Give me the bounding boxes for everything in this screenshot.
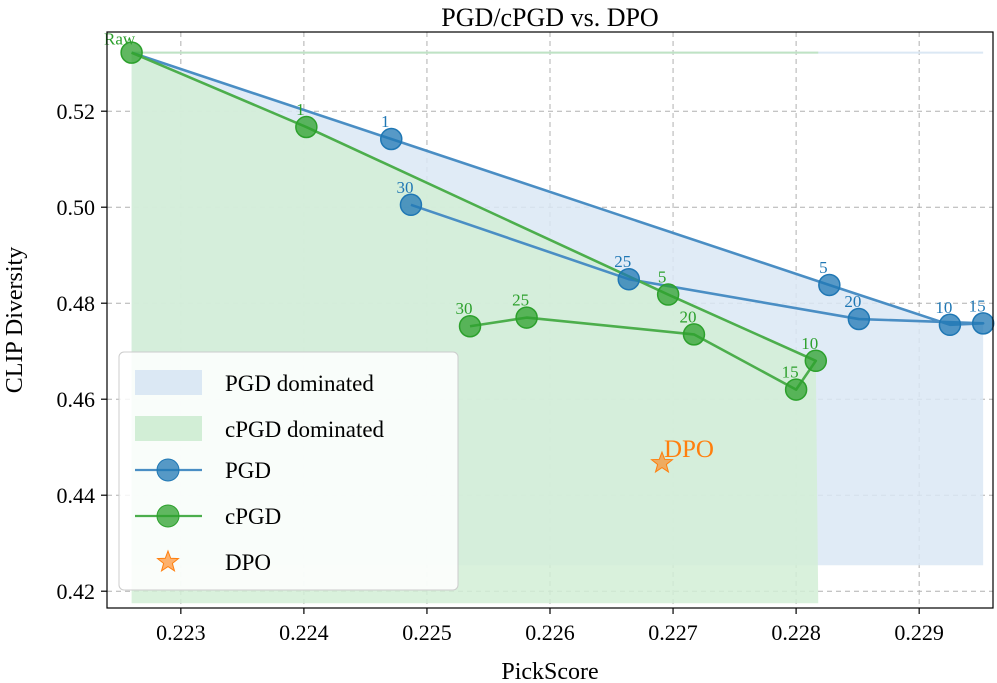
x-tick-label: 0.223	[156, 620, 206, 645]
legend-label-cpgd-dominated: cPGD dominated	[225, 417, 385, 442]
cpgd-marker	[120, 41, 143, 64]
series-markers	[120, 41, 995, 474]
legend-marker-pgd	[156, 458, 180, 482]
pgd-point-label: 1	[381, 112, 390, 131]
y-tick-label: 0.46	[57, 387, 96, 412]
legend-label-pgd: PGD	[225, 458, 271, 483]
legend-label-pgd-dominated: PGD dominated	[225, 371, 374, 396]
raw-point-label: Raw	[104, 30, 136, 49]
cpgd-marker	[784, 378, 808, 401]
x-axis-label: PickScore	[501, 659, 598, 683]
x-tick-label: 0.224	[279, 620, 329, 645]
cpgd-marker	[458, 314, 482, 338]
cpgd-point-label: 25	[512, 291, 529, 310]
y-tick-label: 0.52	[57, 99, 96, 124]
pgd-marker	[617, 267, 641, 291]
legend-marker-cpgd	[156, 504, 180, 528]
pgd-point-label: 25	[614, 252, 631, 271]
cpgd-marker	[804, 349, 828, 373]
y-tick-label: 0.44	[57, 483, 96, 508]
cpgd-point-label: 20	[679, 307, 696, 326]
dpo-label: DPO	[664, 436, 714, 463]
cpgd-point-label: 5	[658, 268, 667, 287]
y-tick-label: 0.50	[57, 195, 96, 220]
chart-title: PGD/cPGD vs. DPO	[441, 3, 658, 32]
x-tick-label: 0.229	[894, 620, 944, 645]
x-tick-label: 0.225	[402, 620, 452, 645]
y-tick-label: 0.42	[57, 579, 96, 604]
cpgd-marker	[295, 115, 318, 139]
pgd-point-label: 30	[396, 178, 413, 197]
pgd-point-label: 10	[935, 298, 952, 317]
pgd-point-label: 20	[844, 292, 861, 311]
cpgd-marker	[656, 283, 680, 306]
cpgd-point-label: 10	[801, 334, 818, 353]
pgd-marker	[938, 313, 962, 337]
legend-label-cpgd: cPGD	[225, 504, 281, 529]
x-tick-label: 0.226	[525, 620, 575, 645]
pgd-point-label: 15	[969, 296, 986, 315]
legend-box	[118, 351, 459, 591]
cpgd-marker	[682, 323, 706, 346]
x-tick-label: 0.228	[771, 620, 821, 645]
cpgd-line	[131, 51, 818, 391]
pgd-marker	[971, 312, 995, 335]
cpgd-point-label: 30	[456, 299, 473, 318]
cpgd-marker	[515, 306, 538, 329]
cpgd-point-label: 1	[296, 100, 305, 119]
pgd-marker	[399, 193, 423, 217]
axis-ticks: 0.223 0.224 0.225 0.226 0.227 0.228 0.229 0.42 0…	[57, 99, 944, 645]
y-axis-label: CLIP Diversity	[2, 247, 28, 393]
dpo-star-marker	[650, 450, 674, 474]
legend-label-dpo: DPO	[225, 550, 271, 575]
x-tick-label: 0.227	[648, 620, 698, 645]
legend: PGD dominated cPGD dominated PGD cPGD DP…	[118, 351, 459, 591]
pgd-marker	[380, 127, 403, 151]
y-tick-label: 0.48	[57, 291, 96, 316]
legend-star-icon	[156, 549, 180, 573]
pgd-marker	[818, 273, 841, 297]
legend-swatch-cpgd-dominated	[135, 416, 202, 441]
pgd-point-label: 5	[819, 258, 828, 277]
legend-swatch-pgd-dominated	[135, 370, 202, 395]
pgd-marker	[847, 307, 871, 331]
cpgd-point-label: 15	[782, 363, 799, 382]
